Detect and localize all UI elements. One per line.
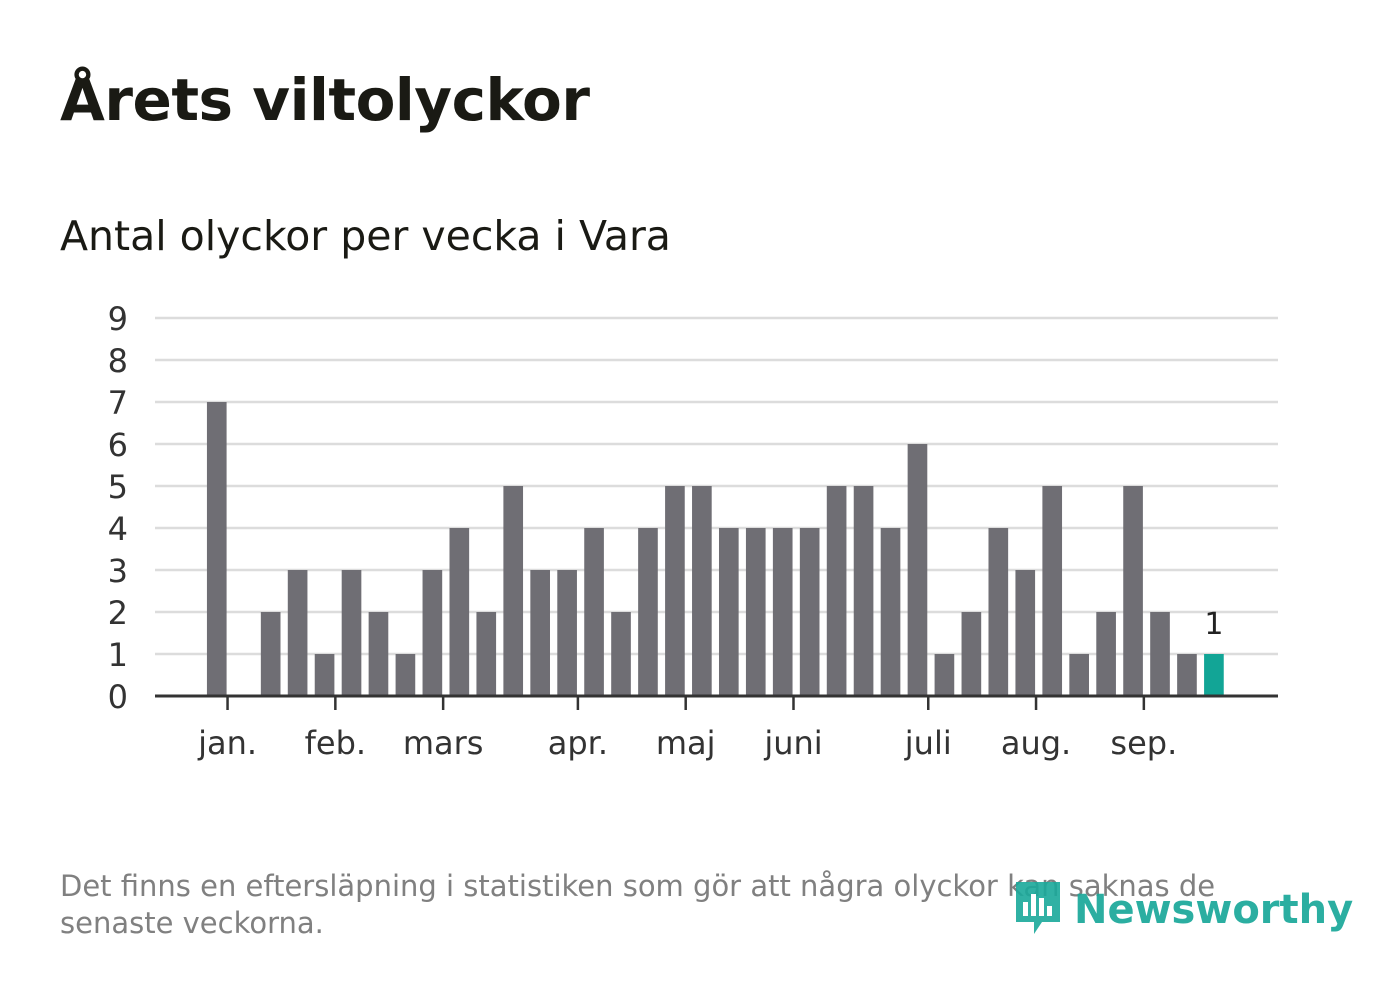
bar — [206, 402, 227, 696]
bar-value-label: 1 — [1204, 607, 1223, 642]
x-tick-label: juni — [763, 724, 822, 762]
bar — [1150, 612, 1170, 696]
y-tick-label: 0 — [108, 678, 128, 716]
bar — [880, 528, 901, 696]
bar — [341, 570, 362, 696]
y-tick-label: 4 — [108, 510, 128, 548]
bar — [530, 570, 550, 696]
y-tick-label: 6 — [108, 426, 128, 464]
bar — [287, 570, 308, 696]
bar — [961, 612, 982, 696]
bar — [557, 570, 577, 696]
bar — [503, 486, 524, 696]
bar — [395, 654, 416, 696]
bar — [422, 570, 443, 696]
y-tick-label: 2 — [108, 594, 128, 632]
bar — [826, 486, 847, 696]
bars — [206, 402, 1224, 696]
bar — [907, 444, 928, 696]
bar — [772, 528, 793, 696]
x-tick-label: feb. — [305, 724, 366, 762]
bar — [260, 612, 281, 696]
bar — [745, 528, 766, 696]
bar — [988, 528, 1009, 696]
grid-lines — [155, 316, 1278, 656]
y-tick-label: 3 — [108, 552, 128, 590]
bar — [1096, 612, 1116, 696]
x-tick-label: apr. — [548, 724, 608, 762]
data-labels: 1 — [1204, 607, 1223, 642]
bar — [1177, 654, 1197, 696]
y-tick-label: 8 — [108, 342, 128, 380]
chart-title: Årets viltolyckor — [60, 66, 590, 134]
newsworthy-logo-icon — [1016, 882, 1060, 934]
bar — [692, 486, 712, 696]
bar — [314, 654, 335, 696]
x-axis: jan. feb. mars apr. maj juni juli aug. sep. — [155, 694, 1278, 762]
chart-subtitle: Antal olyckor per vecka i Vara — [60, 212, 671, 260]
bar — [368, 612, 389, 696]
y-axis-ticks: 0 1 2 3 4 5 6 7 8 9 — [108, 300, 128, 716]
logo-text: Newsworthy — [1074, 887, 1354, 933]
bar — [611, 612, 631, 696]
bar — [638, 528, 658, 696]
bar — [665, 486, 685, 696]
x-tick-label: aug. — [1001, 724, 1071, 762]
y-tick-label: 9 — [108, 300, 128, 338]
bar — [1123, 486, 1143, 696]
bar — [449, 528, 470, 696]
bar-highlight — [1204, 654, 1224, 696]
bar — [799, 528, 820, 696]
bar — [476, 612, 497, 696]
y-tick-label: 5 — [108, 468, 128, 506]
bar — [934, 654, 955, 696]
x-tick-label: mars — [403, 724, 484, 762]
bar — [853, 486, 874, 696]
y-tick-label: 7 — [108, 384, 128, 422]
bar — [1042, 486, 1063, 696]
bar — [1015, 570, 1036, 696]
x-tick-label: sep. — [1110, 724, 1177, 762]
bar — [1069, 654, 1089, 696]
x-tick-label: juli — [904, 724, 952, 762]
bar — [584, 528, 604, 696]
x-tick-label: jan. — [197, 724, 257, 762]
newsworthy-logo[interactable]: Newsworthy — [1012, 878, 1353, 942]
bar — [718, 528, 739, 696]
x-tick-label: maj — [656, 724, 716, 762]
y-tick-label: 1 — [108, 636, 128, 674]
